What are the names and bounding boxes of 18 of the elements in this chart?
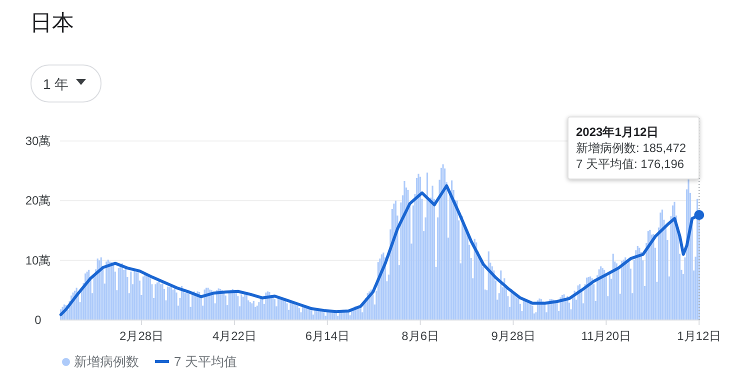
- y-tick-label: 20萬: [25, 194, 51, 208]
- annotation: 7 天平均值: 176,196: [576, 157, 684, 171]
- legend-label: 7 天平均值: [174, 354, 237, 369]
- y-tick-label: 10萬: [25, 253, 51, 268]
- annotation: 新增病例数: 185,472: [576, 141, 686, 155]
- x-tick-label: 11月20日: [581, 329, 632, 343]
- text: 2023年1月12日: [576, 125, 659, 139]
- x-tick-label: 1月12日: [677, 329, 722, 343]
- chart-title: 日本: [30, 10, 74, 35]
- x-tick-label: 9月28日: [491, 329, 536, 343]
- x-tick-label: 4月22日: [212, 329, 256, 343]
- x-tick-label: 8月6日: [402, 329, 440, 343]
- x-tick-label: 6月14日: [305, 329, 350, 343]
- legend-label: 新增病例数: [74, 354, 139, 369]
- control-range-button: 1 年: [30, 64, 102, 102]
- y-tick-label: 30萬: [25, 134, 51, 148]
- x-tick-label: 2月28日: [120, 329, 164, 343]
- y-tick-label: 0: [34, 313, 42, 327]
